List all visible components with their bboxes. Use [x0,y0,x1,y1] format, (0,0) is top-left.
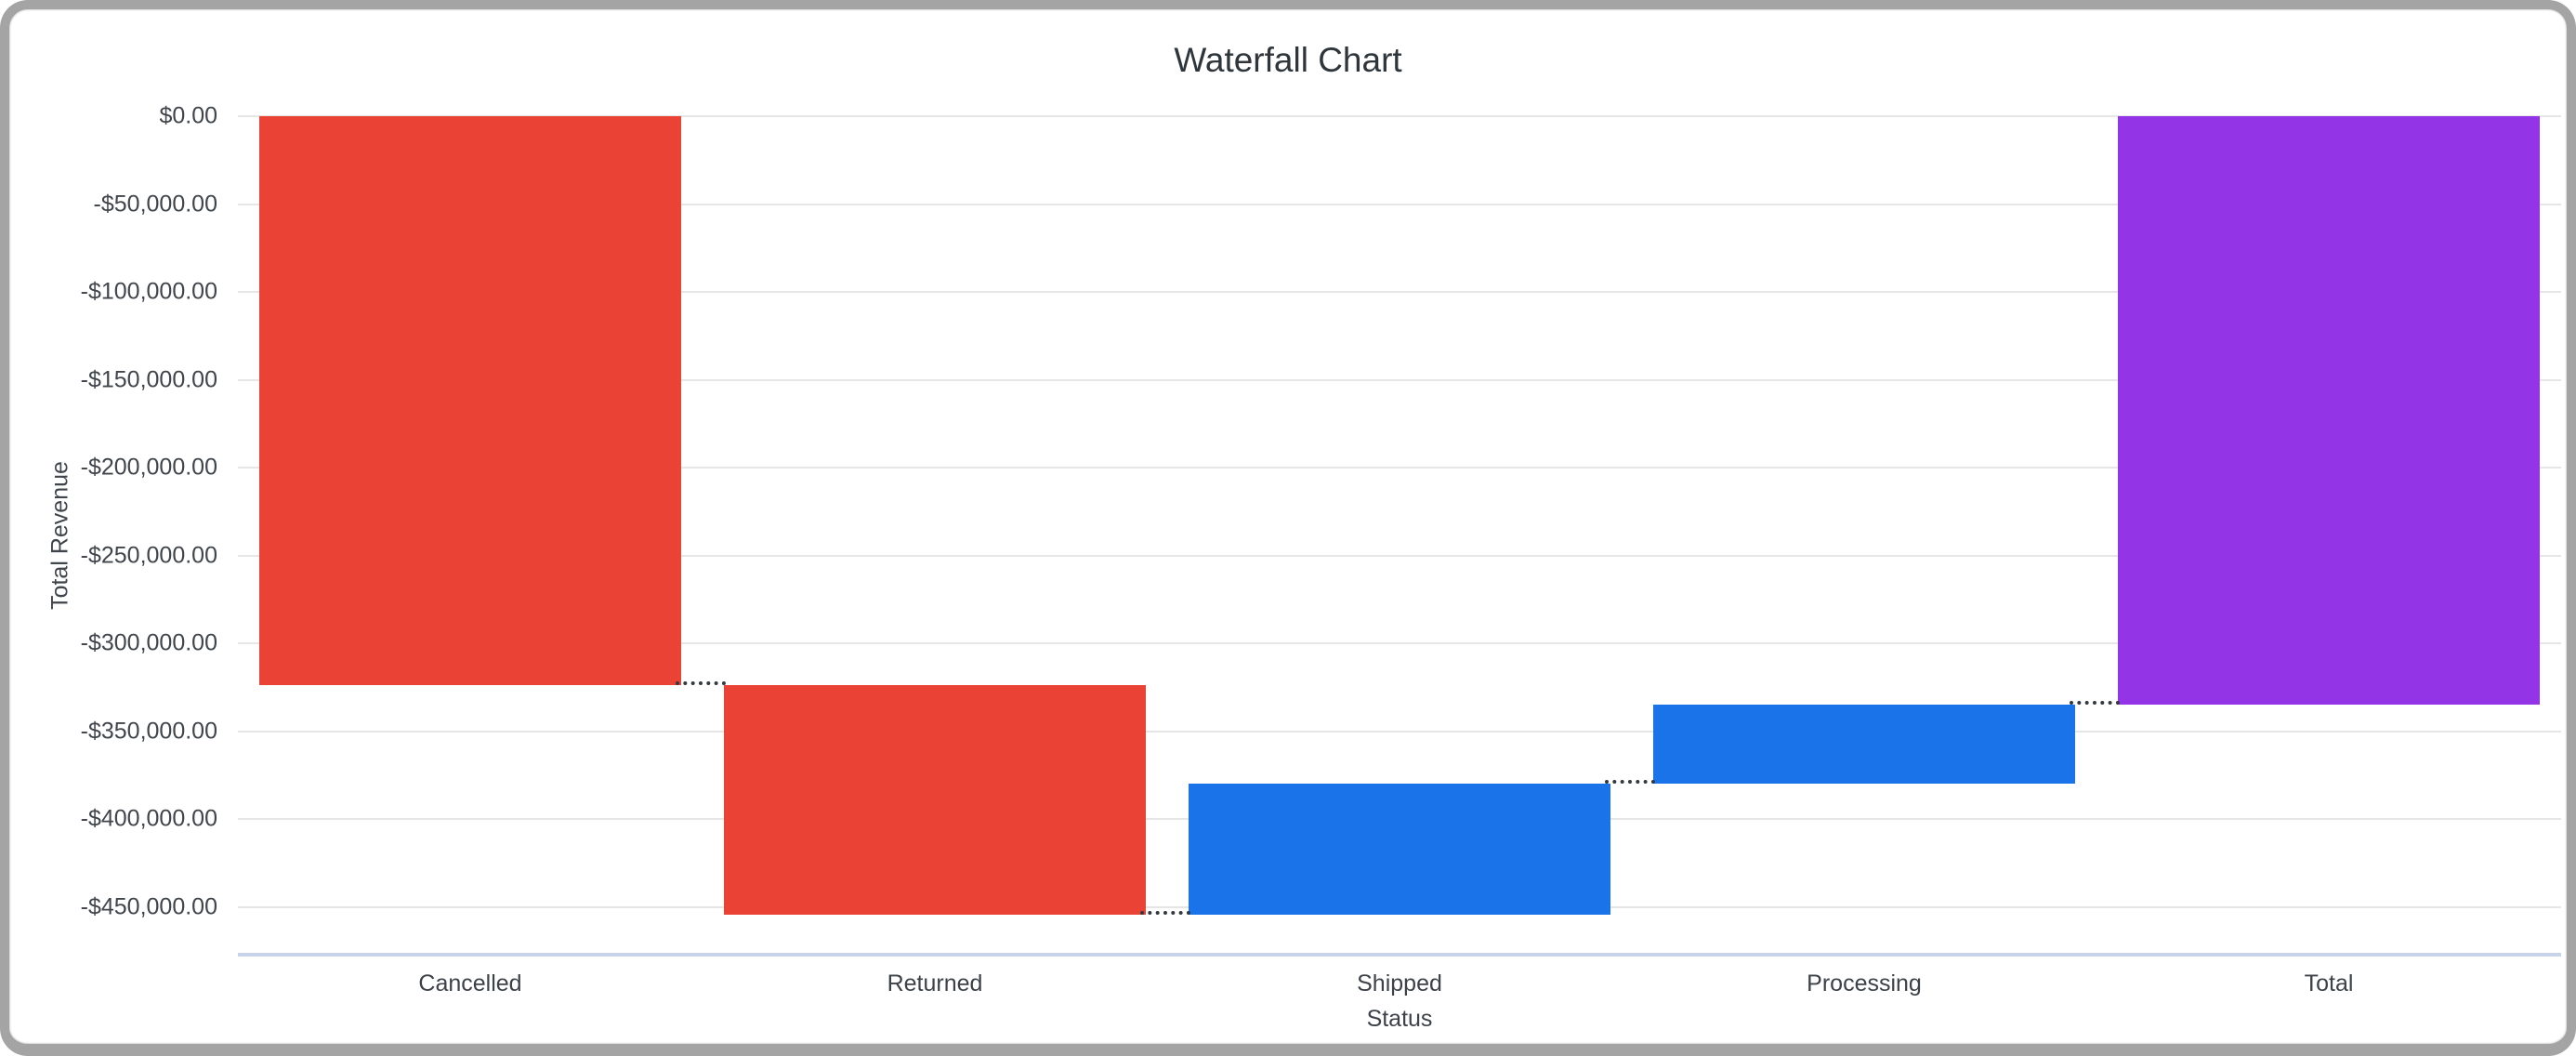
bar-shipped[interactable] [1189,783,1610,915]
connector-shipped-to-processing [1605,779,1655,784]
bar-processing[interactable] [1653,704,2075,784]
bar-cancelled[interactable] [259,116,681,686]
y-tick-label-6: -$300,000.00 [80,629,217,656]
y-tick-label-5: -$250,000.00 [80,542,217,569]
y-tick-label-9: -$450,000.00 [80,893,217,920]
y-tick-label-1: -$50,000.00 [93,191,217,218]
x-category-label-cancelled: Cancelled [418,970,522,997]
y-tick-label-0: $0.00 [159,102,217,129]
gridline-3 [238,378,2561,381]
gridline-5 [238,554,2561,557]
gridline-2 [238,291,2561,294]
connector-processing-to-total [2070,700,2120,705]
x-axis-baseline [238,953,2561,957]
y-tick-label-4: -$200,000.00 [80,454,217,481]
connector-cancelled-to-returned [676,681,726,686]
gridline-1 [238,203,2561,205]
y-axis-title-text: Total Revenue [46,461,73,610]
y-tick-label-3: -$150,000.00 [80,366,217,393]
gridline-7 [238,730,2561,733]
y-tick-label-7: -$350,000.00 [80,718,217,745]
gridline-4 [238,467,2561,469]
chart-title: Waterfall Chart [1174,41,1402,79]
gridline-0 [238,115,2561,117]
x-category-label-total: Total [2304,970,2354,997]
x-category-label-shipped: Shipped [1357,970,1442,997]
connector-returned-to-shipped [1140,910,1190,915]
x-axis-title: Status [1366,1006,1433,1032]
gridline-6 [238,642,2561,645]
y-tick-label-8: -$400,000.00 [80,805,217,832]
bar-returned[interactable] [724,685,1146,915]
bar-total[interactable] [2118,116,2540,705]
y-tick-label-2: -$100,000.00 [80,278,217,305]
x-category-label-processing: Processing [1807,970,1922,997]
x-category-label-returned: Returned [887,970,983,997]
plot-area [238,115,2561,957]
